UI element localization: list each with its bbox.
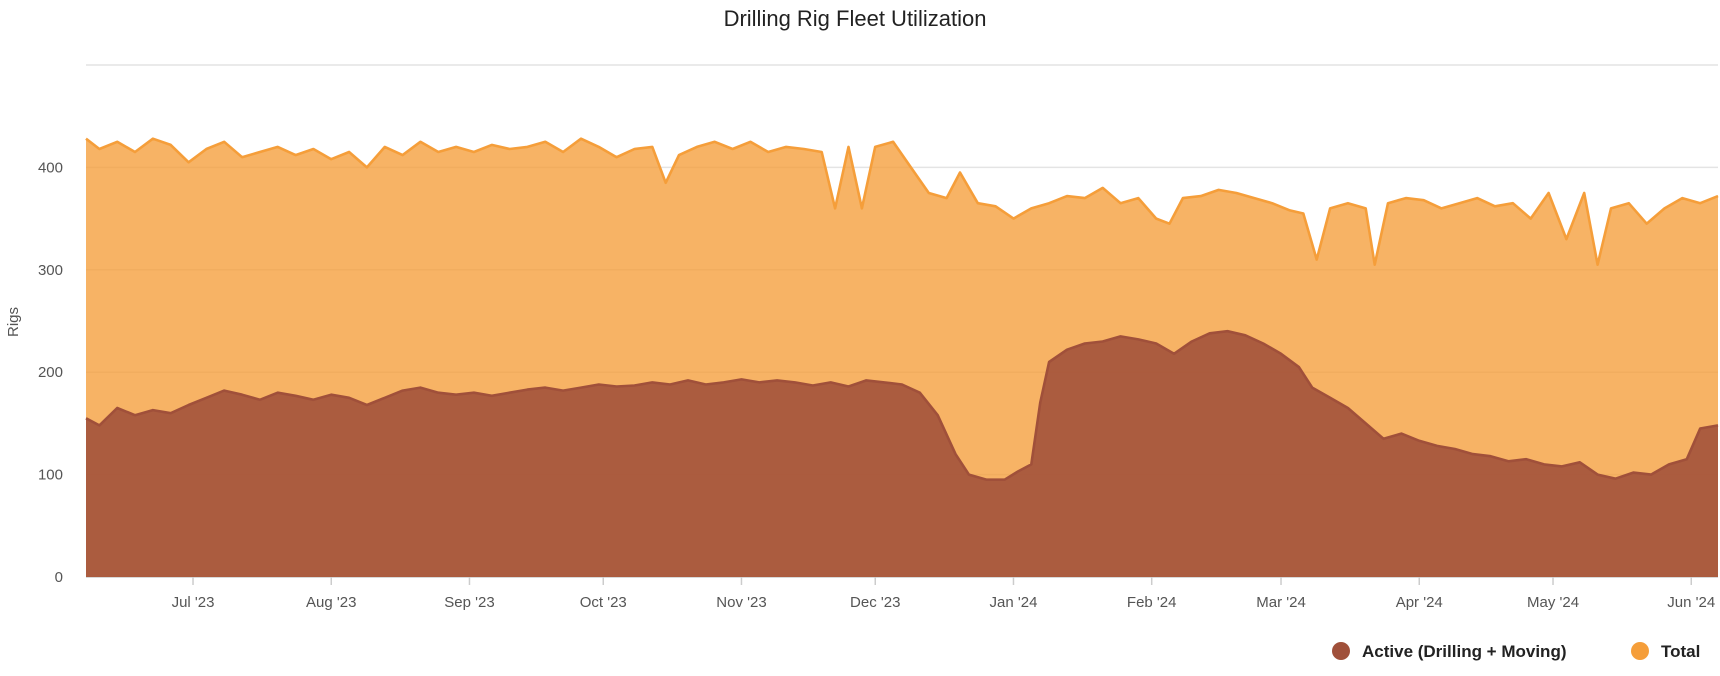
y-axis-title: Rigs <box>5 307 22 337</box>
x-tick-label: Jul '23 <box>172 594 215 611</box>
legend-item-total[interactable]: Total <box>1631 642 1700 661</box>
legend-marker-total <box>1631 642 1649 660</box>
x-tick-label: Feb '24 <box>1127 594 1177 611</box>
plot-areas <box>85 137 1719 577</box>
legend: Active (Drilling + Moving) Total <box>1332 642 1700 661</box>
line-total <box>85 137 1719 266</box>
x-tick-label: Dec '23 <box>850 594 900 611</box>
x-tick-label: Apr '24 <box>1396 594 1443 611</box>
chart-title: Drilling Rig Fleet Utilization <box>724 6 987 31</box>
y-tick-label: 0 <box>55 569 63 586</box>
legend-label-active: Active (Drilling + Moving) <box>1362 642 1567 661</box>
y-tick-label: 100 <box>38 467 63 484</box>
x-tick-label: May '24 <box>1527 594 1579 611</box>
legend-marker-active <box>1332 642 1350 660</box>
legend-label-total: Total <box>1661 642 1700 661</box>
area-active <box>86 331 1718 577</box>
legend-item-active[interactable]: Active (Drilling + Moving) <box>1332 642 1567 661</box>
x-tick-label: Aug '23 <box>306 594 356 611</box>
y-tick-label: 200 <box>38 364 63 381</box>
x-tick-label: Jun '24 <box>1667 594 1715 611</box>
y-tick-label: 400 <box>38 159 63 176</box>
line-active <box>85 329 1719 481</box>
y-axis-ticks: 0 100 200 300 400 <box>38 159 63 586</box>
x-tick-label: Oct '23 <box>580 594 627 611</box>
x-tick-label: Sep '23 <box>444 594 494 611</box>
x-tick-label: Mar '24 <box>1256 594 1306 611</box>
y-tick-label: 300 <box>38 262 63 279</box>
x-tick-label: Nov '23 <box>716 594 766 611</box>
x-tick-label: Jan '24 <box>990 594 1038 611</box>
x-axis-ticks: Jul '23 Aug '23 Sep '23 Oct '23 Nov '23 Dec '… <box>172 577 1715 611</box>
